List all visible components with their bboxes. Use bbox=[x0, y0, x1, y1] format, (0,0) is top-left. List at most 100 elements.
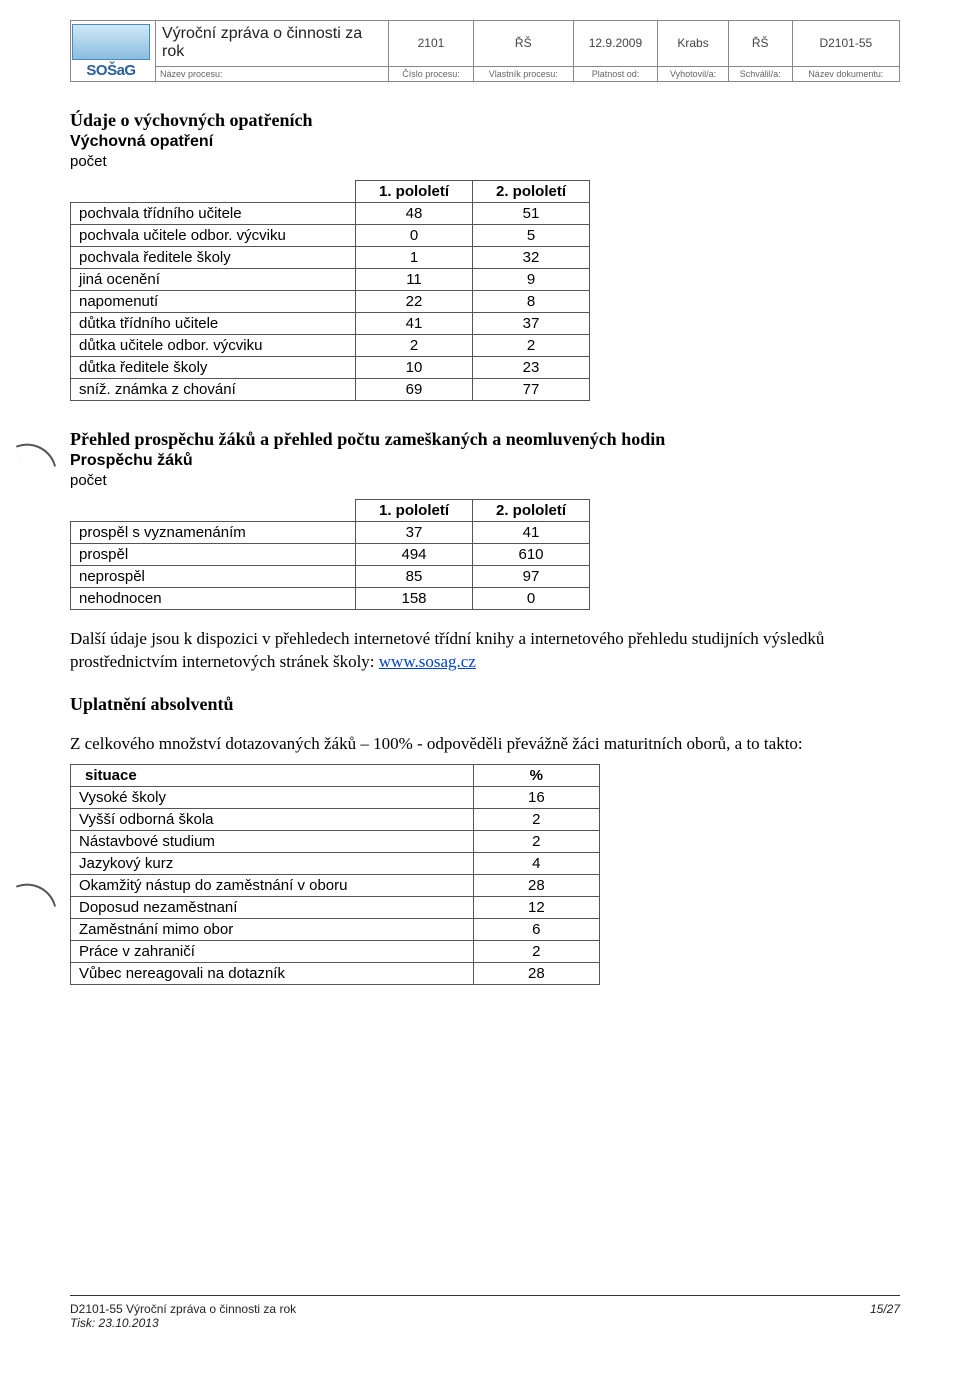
table-cell: 2 bbox=[473, 808, 599, 830]
table-cell: pochvala třídního učitele bbox=[71, 203, 356, 225]
hdr-2: 12.9.2009 bbox=[573, 21, 658, 67]
footer: D2101-55 Výroční zpráva o činnosti za ro… bbox=[70, 1295, 900, 1330]
table-cell: 37 bbox=[356, 522, 473, 544]
table-vychovna: 1. pololetí 2. pololetí pochvala třídníh… bbox=[70, 180, 590, 401]
table-cell: 48 bbox=[356, 203, 473, 225]
lbl-2: Platnost od: bbox=[573, 66, 658, 81]
table-cell: 28 bbox=[473, 874, 599, 896]
lbl-3: Vyhotovil/a: bbox=[658, 66, 728, 81]
table-cell: 4 bbox=[473, 852, 599, 874]
table-cell: Vyšší odborná škola bbox=[71, 808, 474, 830]
table-cell: 2 bbox=[356, 335, 473, 357]
table-cell: 1 bbox=[356, 247, 473, 269]
table-cell: Práce v zahraničí bbox=[71, 940, 474, 962]
table-cell: 51 bbox=[473, 203, 590, 225]
footer-left1: D2101-55 Výroční zpráva o činnosti za ro… bbox=[70, 1302, 296, 1316]
table-situace: situace % Vysoké školy16Vyšší odborná šk… bbox=[70, 764, 600, 985]
table-cell: Vysoké školy bbox=[71, 786, 474, 808]
table-cell: nehodnocen bbox=[71, 588, 356, 610]
paragraph-2: Z celkového množství dotazovaných žáků –… bbox=[70, 733, 900, 756]
table-cell: 0 bbox=[473, 588, 590, 610]
table-cell: sníž. známka z chování bbox=[71, 379, 356, 401]
footer-right: 15/27 bbox=[870, 1302, 900, 1330]
table-prospech: 1. pololetí 2. pololetí prospěl s vyznam… bbox=[70, 499, 590, 610]
t1h2: 2. pololetí bbox=[473, 181, 590, 203]
t3h0: situace bbox=[71, 764, 474, 786]
link-sosag[interactable]: www.sosag.cz bbox=[379, 652, 476, 671]
table-cell: 2 bbox=[473, 830, 599, 852]
table-cell: prospěl bbox=[71, 544, 356, 566]
table-cell: Jazykový kurz bbox=[71, 852, 474, 874]
section2-sub: Prospěchu žáků bbox=[70, 452, 900, 470]
table-cell: napomenutí bbox=[71, 291, 356, 313]
lbl-left: Název procesu: bbox=[156, 66, 389, 81]
table-cell: 6 bbox=[473, 918, 599, 940]
section1-count: počet bbox=[70, 153, 900, 170]
hdr-4: ŘŠ bbox=[728, 21, 792, 67]
table-cell: 77 bbox=[473, 379, 590, 401]
table-cell: Nástavbové studium bbox=[71, 830, 474, 852]
table-cell: důtka ředitele školy bbox=[71, 357, 356, 379]
logo: SOŠaG bbox=[73, 23, 149, 79]
table-cell: Doposud nezaměstnaní bbox=[71, 896, 474, 918]
hdr-0: 2101 bbox=[389, 21, 474, 67]
table-cell: 610 bbox=[473, 544, 590, 566]
section3-heading: Uplatnění absolventů bbox=[70, 694, 900, 715]
hdr-3: Krabs bbox=[658, 21, 728, 67]
table-cell: 41 bbox=[356, 313, 473, 335]
lbl-5: Název doku­mentu: bbox=[792, 66, 899, 81]
t2h1: 1. pololetí bbox=[356, 500, 473, 522]
table-cell: jiná ocenění bbox=[71, 269, 356, 291]
table-cell: Okamžitý nástup do zaměstnání v oboru bbox=[71, 874, 474, 896]
section2-count: počet bbox=[70, 472, 900, 489]
table-cell: 8 bbox=[473, 291, 590, 313]
t3h1: % bbox=[473, 764, 599, 786]
doc-title: Výroční zpráva o čin­nosti za rok bbox=[156, 21, 389, 67]
paragraph-1: Další údaje jsou k dispozici v přehledec… bbox=[70, 628, 900, 674]
table-cell: 2 bbox=[473, 335, 590, 357]
table-cell: 2 bbox=[473, 940, 599, 962]
table-cell: 23 bbox=[473, 357, 590, 379]
table-cell: 69 bbox=[356, 379, 473, 401]
table-cell: důtka třídního učitele bbox=[71, 313, 356, 335]
table-cell: Zaměstnání mimo obor bbox=[71, 918, 474, 940]
section1-sub: Výchovná opatření bbox=[70, 133, 900, 151]
lbl-0: Číslo procesu: bbox=[389, 66, 474, 81]
binding-mark bbox=[16, 436, 56, 476]
footer-left2: Tisk: 23.10.2013 bbox=[70, 1316, 296, 1330]
table-cell: 12 bbox=[473, 896, 599, 918]
logo-cell: SOŠaG bbox=[71, 21, 156, 82]
table-cell: 16 bbox=[473, 786, 599, 808]
table-cell: pochvala ředitele školy bbox=[71, 247, 356, 269]
table-cell: 41 bbox=[473, 522, 590, 544]
lbl-4: Schválil/a: bbox=[728, 66, 792, 81]
logo-text: SOŠaG bbox=[86, 62, 135, 79]
table-cell: 22 bbox=[356, 291, 473, 313]
table-cell: 37 bbox=[473, 313, 590, 335]
table-cell: 10 bbox=[356, 357, 473, 379]
table-cell: 85 bbox=[356, 566, 473, 588]
table-cell: 158 bbox=[356, 588, 473, 610]
table-cell: 97 bbox=[473, 566, 590, 588]
table-cell: pochvala učitele odbor. výcvi­ku bbox=[71, 225, 356, 247]
table-cell: Vůbec nereagovali na dotazník bbox=[71, 962, 474, 984]
hdr-1: ŘŠ bbox=[473, 21, 573, 67]
lbl-1: Vlastník procesu: bbox=[473, 66, 573, 81]
binding-mark-2 bbox=[16, 876, 56, 916]
hdr-5: D2101-55 bbox=[792, 21, 899, 67]
table-cell: 32 bbox=[473, 247, 590, 269]
t2h2: 2. pololetí bbox=[473, 500, 590, 522]
header-table: SOŠaG Výroční zpráva o čin­nosti za rok … bbox=[70, 20, 900, 82]
table-cell: 5 bbox=[473, 225, 590, 247]
table-cell: prospěl s vyznamenáním bbox=[71, 522, 356, 544]
t1h1: 1. pololetí bbox=[356, 181, 473, 203]
table-cell: 9 bbox=[473, 269, 590, 291]
logo-graphic bbox=[72, 24, 150, 60]
table-cell: neprospěl bbox=[71, 566, 356, 588]
table-cell: 494 bbox=[356, 544, 473, 566]
section1-heading: Údaje o výchovných opatřeních bbox=[70, 110, 900, 131]
table-cell: 11 bbox=[356, 269, 473, 291]
section2-heading: Přehled prospěchu žáků a přehled počtu z… bbox=[70, 429, 900, 450]
table-cell: 28 bbox=[473, 962, 599, 984]
table-cell: důtka učitele odbor. výcviku bbox=[71, 335, 356, 357]
